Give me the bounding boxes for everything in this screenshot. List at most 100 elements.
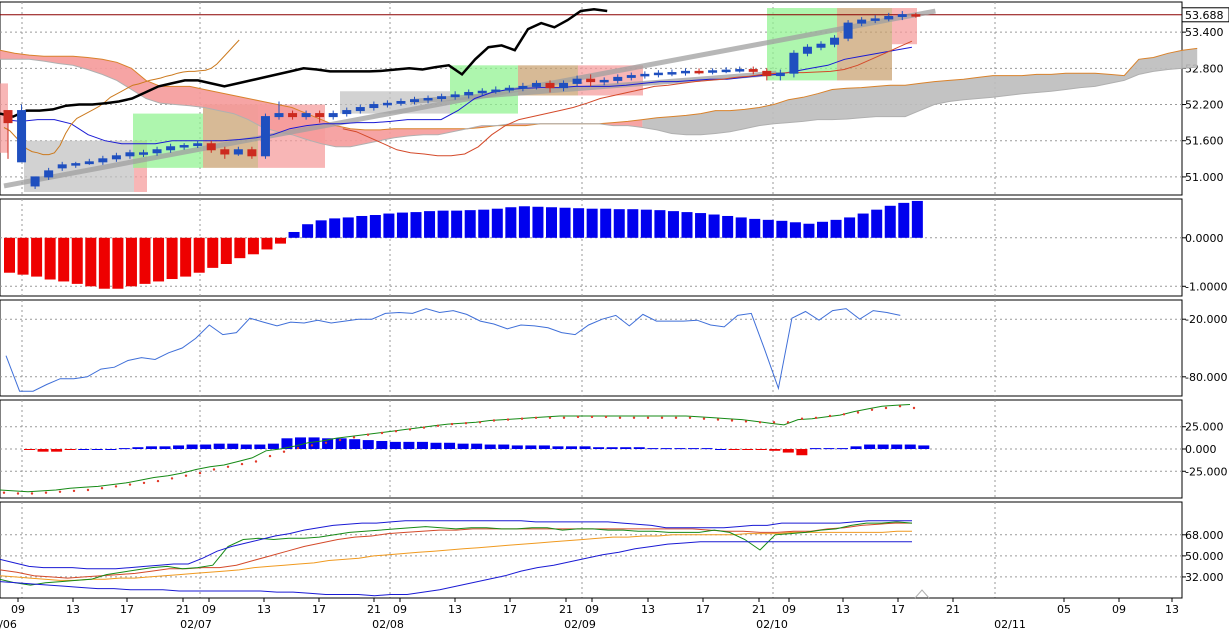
macd-tick-label: 25.000 [1185, 421, 1224, 434]
macd-dot [268, 454, 272, 458]
hist-bar [85, 237, 97, 287]
macd-bar [566, 446, 577, 449]
candle-body [342, 110, 352, 115]
hist-bar [546, 207, 557, 238]
macd-dot [198, 471, 202, 475]
macd-bar [511, 445, 523, 449]
candle-body [3, 110, 13, 124]
macd-dot [730, 419, 734, 422]
macd-bar [416, 441, 428, 449]
x-tick-label: 09 [1112, 603, 1126, 616]
hist-bar [220, 237, 232, 264]
macd-dot [800, 417, 804, 420]
hist-bar [193, 237, 205, 273]
hist-bar [478, 209, 490, 238]
macd-bar [728, 449, 740, 450]
macd-dot [898, 405, 902, 408]
macd-bar [389, 441, 401, 449]
x-tick-label: 05 [1057, 603, 1071, 616]
hist-bar [424, 211, 436, 238]
ma-line [3, 39, 240, 156]
hist-bar [532, 206, 544, 238]
hist-bar [112, 237, 124, 289]
candle-body [626, 75, 636, 78]
macd-bar [769, 449, 781, 451]
candle-body [125, 152, 135, 157]
macd-bar [647, 448, 659, 450]
macd-dot [618, 416, 622, 419]
x-tick-label: 09 [782, 603, 796, 616]
x-tick-label: 17 [312, 603, 326, 616]
macd-bar [593, 447, 605, 449]
hist-bar [830, 219, 842, 238]
macd-bar [864, 444, 876, 449]
hist-bar [451, 210, 463, 238]
candle-body [559, 82, 569, 89]
x-tick-label: 13 [1165, 603, 1179, 616]
macd-dot [576, 415, 580, 419]
macd-bar [403, 441, 415, 449]
macd-dot [114, 485, 118, 488]
macd-dot [142, 481, 146, 485]
macd-tick-label: 0.000 [1185, 443, 1217, 456]
hist-bar [911, 200, 923, 238]
macd-bar [755, 449, 767, 450]
candle-body [477, 90, 487, 94]
hist-bar [627, 209, 639, 238]
hist-bar [722, 215, 734, 238]
macd-bar [240, 444, 252, 449]
candle-body [220, 149, 230, 155]
macd-bar [295, 437, 306, 449]
macd-bar [132, 447, 144, 449]
candle-body [166, 146, 176, 151]
candle-body [884, 15, 894, 20]
hist-bar [58, 237, 70, 282]
hist-bar [180, 237, 192, 277]
macd-dot [688, 416, 692, 419]
candle-body [98, 158, 108, 163]
price-tick-label: 51.000 [1185, 171, 1224, 184]
candle-body [789, 52, 799, 74]
price-tick-label: 51.600 [1185, 135, 1224, 148]
macd-dot [674, 416, 678, 419]
candle-body [369, 104, 379, 109]
cloud-span-b [0, 58, 1198, 148]
macd-bar [538, 445, 550, 449]
macd-bar [850, 446, 862, 449]
macd-dot [72, 489, 76, 493]
hist-bar [735, 217, 747, 238]
hist-bar [437, 210, 449, 238]
hist-tick-label: -1.0000 [1185, 280, 1227, 293]
macd-bar [782, 449, 794, 453]
hist-bar [410, 212, 422, 238]
hist-bar [559, 207, 571, 238]
macd-dot [884, 406, 888, 410]
macd-dot [464, 422, 468, 425]
x-date-label: 02/08 [372, 618, 404, 631]
macd-bar [91, 449, 103, 450]
candle-body [396, 101, 406, 104]
candle-body [57, 164, 67, 169]
macd-bar [430, 442, 442, 449]
candle-body [274, 113, 284, 118]
x-tick-label: 17 [696, 603, 710, 616]
macd-dot [44, 491, 48, 494]
hist-bar [667, 211, 679, 238]
x-date-label: 02/07 [180, 618, 212, 631]
osc-line [5, 308, 901, 392]
macd-bar [24, 449, 35, 450]
macd-dot [716, 418, 720, 421]
candle-body [545, 82, 555, 89]
macd-dot [226, 465, 230, 468]
macd-bar [51, 449, 63, 452]
macd-dot [632, 416, 636, 419]
candle-body [17, 110, 27, 163]
candle-body [748, 69, 758, 72]
hist-bar [247, 237, 259, 255]
last-price-label: 53.688 [1185, 9, 1224, 22]
candle-body [816, 43, 826, 48]
x-tick-label: 13 [66, 603, 80, 616]
candle-body [233, 149, 243, 155]
candle-body [762, 70, 772, 77]
